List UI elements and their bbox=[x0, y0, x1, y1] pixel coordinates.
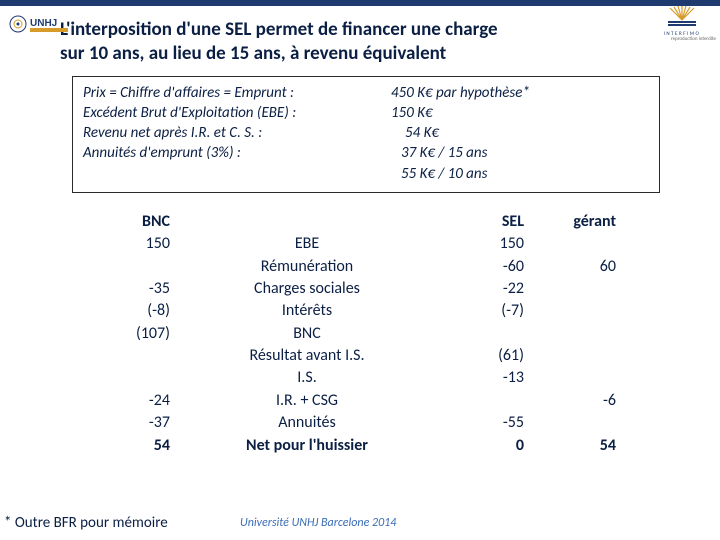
comparison-table: BNC SEL gérant 150 EBE 150 Rémunération … bbox=[60, 211, 680, 457]
label-ir-csg: I.R. + CSG bbox=[182, 390, 432, 412]
ger-r2: 60 bbox=[536, 256, 616, 278]
sel-r10: 0 bbox=[444, 435, 524, 457]
box-v1: 450 K€ par hypothèse* bbox=[391, 83, 530, 103]
sel-r9: -55 bbox=[444, 412, 524, 434]
label-annuites: Annuités bbox=[182, 412, 432, 434]
top-accent-bar bbox=[0, 0, 720, 6]
ger-r6 bbox=[536, 345, 616, 367]
slide-title: L'interposition d'une SEL permet de fina… bbox=[60, 18, 660, 66]
ger-r8: -6 bbox=[536, 390, 616, 412]
bnc-r4: (-8) bbox=[60, 300, 170, 322]
reproduction-notice: reproduction interdite bbox=[671, 36, 716, 42]
sel-r8 bbox=[444, 390, 524, 412]
bnc-r6 bbox=[60, 345, 170, 367]
box-l4: Annuités d'emprunt (3%) : bbox=[83, 143, 383, 163]
box-values-col: 450 K€ par hypothèse* 150 K€ 54 K€ 37 K€… bbox=[391, 83, 530, 184]
svg-text:UNHJ: UNHJ bbox=[30, 18, 57, 29]
sel-r3: -22 bbox=[444, 278, 524, 300]
box-v4b: 55 K€ / 10 ans bbox=[391, 164, 530, 184]
unhj-logo: UNHJ bbox=[8, 10, 72, 38]
ger-r9 bbox=[536, 412, 616, 434]
box-l3: Revenu net après I.R. et C. S. : bbox=[83, 123, 383, 143]
hypothesis-box: Prix = Chiffre d'affaires = Emprunt : Ex… bbox=[72, 76, 660, 193]
ger-r5 bbox=[536, 323, 616, 345]
bnc-r1: 150 bbox=[60, 233, 170, 255]
label-ebe: EBE bbox=[182, 233, 432, 255]
label-remun: Rémunération bbox=[182, 256, 432, 278]
ger-r1 bbox=[536, 233, 616, 255]
box-labels-col: Prix = Chiffre d'affaires = Emprunt : Ex… bbox=[83, 83, 383, 184]
col-header-bnc: BNC bbox=[60, 211, 170, 233]
box-v2: 150 K€ bbox=[391, 103, 530, 123]
label-net: Net pour l'huissier bbox=[182, 435, 432, 457]
box-l1: Prix = Chiffre d'affaires = Emprunt : bbox=[83, 83, 383, 103]
bnc-r10: 54 bbox=[60, 435, 170, 457]
label-interets: Intérêts bbox=[182, 300, 432, 322]
col-header-sel: SEL bbox=[444, 211, 524, 233]
sel-r1: 150 bbox=[444, 233, 524, 255]
bnc-r2 bbox=[60, 256, 170, 278]
title-line1: L'interposition d'une SEL permet de fina… bbox=[60, 18, 660, 42]
bnc-r3: -35 bbox=[60, 278, 170, 300]
bnc-r7 bbox=[60, 367, 170, 389]
col-header-gerant: gérant bbox=[536, 211, 616, 233]
footer-event: Université UNHJ Barcelone 2014 bbox=[240, 516, 396, 530]
label-res-is: Résultat avant I.S. bbox=[182, 345, 432, 367]
sel-r7: -13 bbox=[444, 367, 524, 389]
box-l2: Excédent Brut d'Exploitation (EBE) : bbox=[83, 103, 383, 123]
bnc-r9: -37 bbox=[60, 412, 170, 434]
ger-r3 bbox=[536, 278, 616, 300]
ger-r4 bbox=[536, 300, 616, 322]
sel-r4: (-7) bbox=[444, 300, 524, 322]
title-line2: sur 10 ans, au lieu de 15 ans, à revenu … bbox=[60, 42, 660, 66]
bnc-r8: -24 bbox=[60, 390, 170, 412]
label-charges: Charges sociales bbox=[182, 278, 432, 300]
sel-r2: -60 bbox=[444, 256, 524, 278]
sel-r5 bbox=[444, 323, 524, 345]
blank bbox=[182, 211, 432, 233]
sel-r6: (61) bbox=[444, 345, 524, 367]
bnc-r5: (107) bbox=[60, 323, 170, 345]
ger-r10: 54 bbox=[536, 435, 616, 457]
ger-r7 bbox=[536, 367, 616, 389]
interfimo-logo: INTERFIMO bbox=[650, 6, 714, 37]
footnote: * Outre BFR pour mémoire bbox=[4, 514, 168, 532]
label-is: I.S. bbox=[182, 367, 432, 389]
box-v4a: 37 K€ / 15 ans bbox=[391, 143, 530, 163]
box-v3: 54 K€ bbox=[391, 123, 530, 143]
label-bnc: BNC bbox=[182, 323, 432, 345]
